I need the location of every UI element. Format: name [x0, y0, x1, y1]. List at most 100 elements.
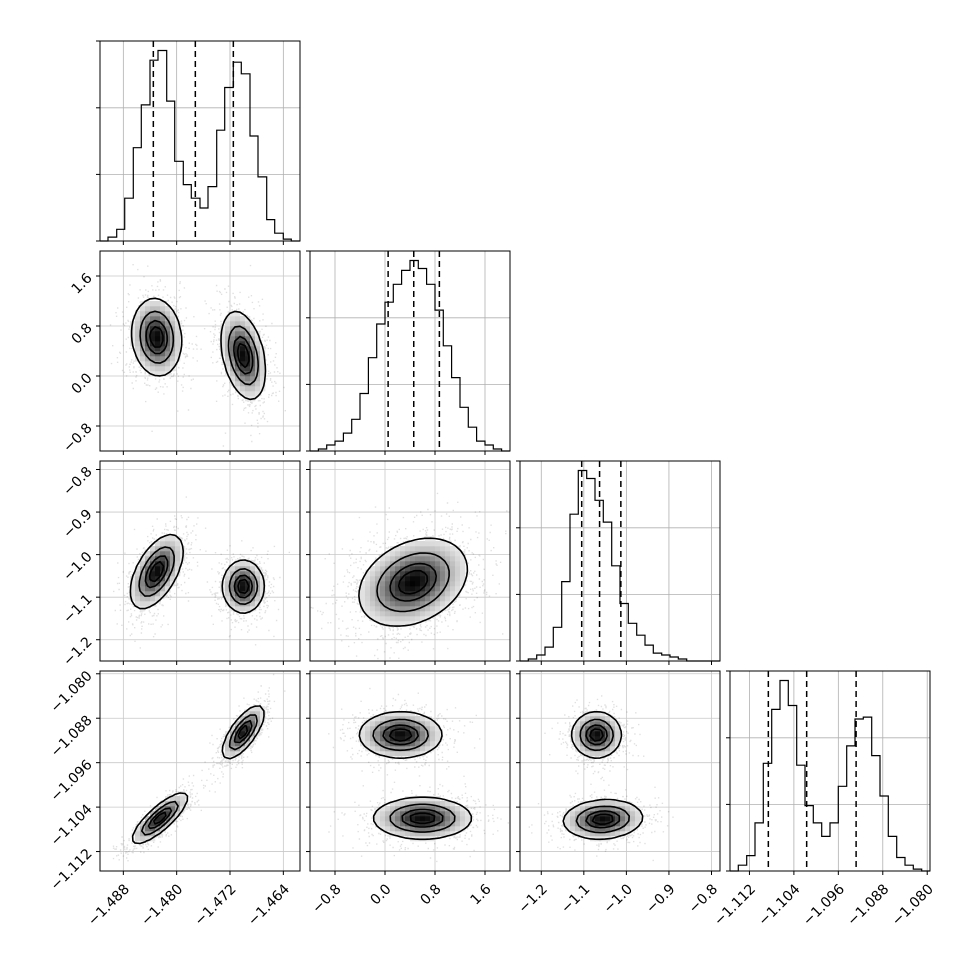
density-cell: [250, 566, 256, 572]
density-cell: [250, 376, 256, 382]
density-cell: [615, 816, 621, 822]
contour-level-0: [129, 533, 266, 614]
contour-level-2: [144, 555, 253, 599]
xtick-label-3-1: −1.104: [756, 881, 804, 929]
density-cell: [160, 546, 166, 552]
density-cell: [585, 826, 591, 832]
density-cell: [430, 726, 436, 732]
density-cell: [140, 356, 146, 362]
density-cell: [400, 831, 406, 837]
density-cell: [430, 736, 436, 742]
density-cell: [615, 736, 621, 742]
scatter-panel-1-0: [96, 250, 301, 455]
contour-level-0: [358, 710, 473, 841]
density-cell: [455, 561, 461, 567]
density-cell: [245, 566, 251, 572]
density-cell: [430, 556, 436, 562]
density-cell: [240, 571, 246, 577]
density-cell: [405, 816, 411, 822]
density-cell: [410, 561, 416, 567]
density-cell: [420, 581, 426, 587]
density-cell: [430, 806, 436, 812]
density-cell: [145, 821, 151, 827]
density-cell: [590, 716, 596, 722]
density-cell: [230, 336, 236, 342]
density-cell: [250, 371, 256, 377]
density-cell: [635, 821, 641, 827]
density-cell: [145, 571, 151, 577]
density-cell: [150, 321, 156, 327]
density-cell: [245, 576, 251, 582]
density-cell: [395, 801, 401, 807]
density-cell: [140, 311, 146, 317]
density-cell: [590, 721, 596, 727]
density-cell: [145, 566, 151, 572]
density-cell: [455, 566, 461, 572]
density-cell: [375, 601, 381, 607]
density-cell: [150, 336, 156, 342]
contour-level-3: [589, 728, 614, 825]
density-cell: [630, 816, 636, 822]
density-cell: [240, 356, 246, 362]
density-cell: [365, 611, 371, 617]
density-cell: [580, 806, 586, 812]
density-cell: [570, 816, 576, 822]
density-cell: [370, 726, 376, 732]
density-cell: [435, 816, 441, 822]
density-cell: [610, 721, 616, 727]
density-cell: [400, 721, 406, 727]
density-cell: [240, 741, 246, 747]
density-cell: [410, 721, 416, 727]
density-cell: [160, 536, 166, 542]
density-cell: [390, 581, 396, 587]
density-cell: [245, 321, 251, 327]
density-cell: [440, 606, 446, 612]
density-cell: [135, 316, 141, 322]
density-cell: [595, 736, 601, 742]
contour-level-3: [388, 728, 436, 825]
xtick-label-1-1: 0.0: [368, 881, 395, 908]
contour-level-1: [139, 310, 259, 386]
density-cell: [240, 576, 246, 582]
density-cell: [260, 361, 266, 367]
density-cell: [410, 711, 416, 717]
density-cell: [410, 796, 416, 802]
density-cell: [405, 716, 411, 722]
density-cell: [230, 371, 236, 377]
density-cell: [240, 386, 246, 392]
density-cell: [420, 731, 426, 737]
density-cell: [435, 811, 441, 817]
xtick-label-1-2: 0.8: [418, 881, 445, 908]
density-cell: [135, 321, 141, 327]
density-cell: [170, 816, 176, 822]
density-cell: [380, 716, 386, 722]
density-cell: [230, 346, 236, 352]
density-cell: [385, 621, 391, 627]
density-cell: [375, 816, 381, 822]
density-cell: [435, 546, 441, 552]
density-cell: [170, 576, 176, 582]
density-cell: [145, 836, 151, 842]
density-cell: [145, 551, 151, 557]
density-cell: [250, 351, 256, 357]
density-cell: [600, 831, 606, 837]
density-cell: [155, 316, 161, 322]
density-cell: [250, 606, 256, 612]
density-cell: [455, 816, 461, 822]
density-cell: [135, 591, 141, 597]
density-cell: [360, 596, 366, 602]
density-cell: [425, 716, 431, 722]
density-cell: [600, 726, 606, 732]
density-cell: [160, 571, 166, 577]
density-cell: [155, 551, 161, 557]
density-cell: [380, 616, 386, 622]
density-cell: [235, 586, 241, 592]
density-cell: [400, 811, 406, 817]
density-cell: [230, 571, 236, 577]
density-cell: [465, 821, 471, 827]
density-cell: [375, 731, 381, 737]
density-cell: [460, 576, 466, 582]
density-cell: [155, 321, 161, 327]
contour-level-0: [130, 297, 267, 401]
